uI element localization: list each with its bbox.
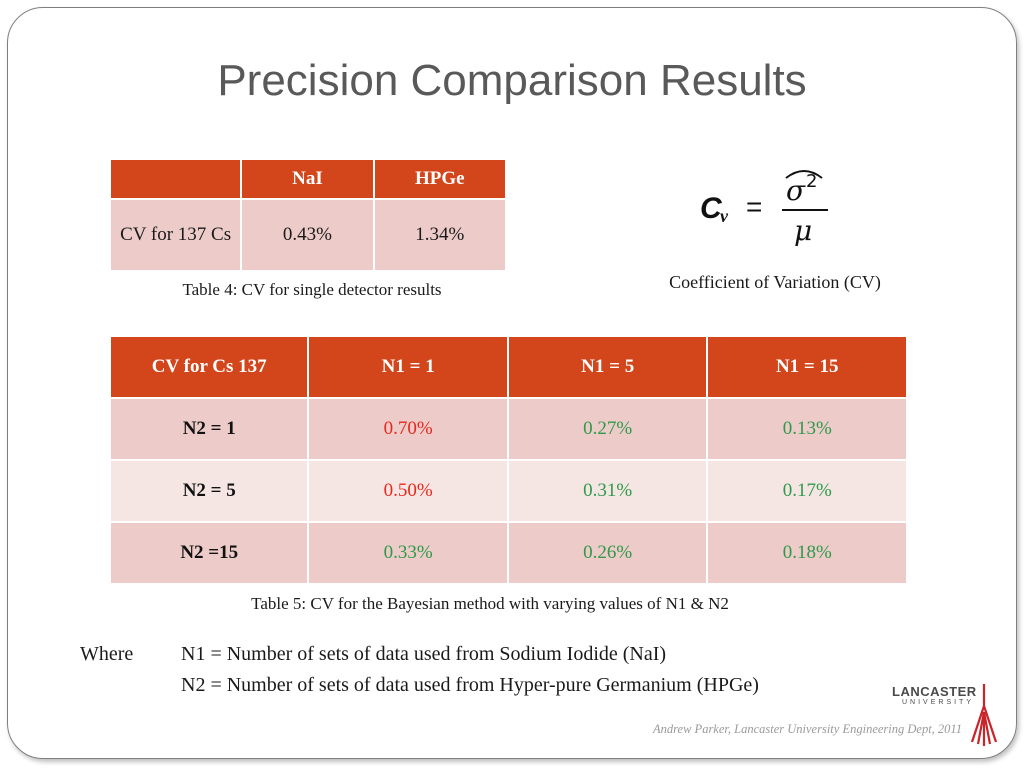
table-row: N2 =15 0.33% 0.26% 0.18% bbox=[108, 521, 908, 585]
cell-value: 0.50% bbox=[307, 459, 509, 523]
cell-value: 0.17% bbox=[706, 459, 908, 523]
logo-sub: UNIVERSITY bbox=[902, 699, 975, 706]
header-cell-n1-1: N1 = 1 bbox=[307, 335, 509, 399]
cell-value: 0.31% bbox=[506, 459, 709, 523]
header-cell-empty bbox=[108, 158, 243, 200]
row-label: N2 = 5 bbox=[108, 459, 310, 523]
footer-credit: Andrew Parker, Lancaster University Engi… bbox=[653, 722, 962, 736]
header-cell-hpge: HPGe bbox=[372, 158, 508, 200]
row-label: N2 =15 bbox=[108, 521, 310, 585]
n1-definition: N1 = Number of sets of data used from So… bbox=[181, 643, 667, 665]
slide-title: Precision Comparison Results bbox=[217, 56, 807, 105]
logo-mark-icon bbox=[970, 684, 998, 746]
cell-value: 0.33% bbox=[307, 521, 509, 585]
table5-caption: Table 5: CV for the Bayesian method with… bbox=[251, 594, 729, 613]
header-cell-n1-5: N1 = 5 bbox=[506, 335, 709, 399]
cell-hpge: 1.34% bbox=[372, 198, 508, 272]
header-cell-n1-15: N1 = 15 bbox=[706, 335, 908, 399]
formula-equals: = bbox=[746, 191, 762, 222]
bayesian-cv-table: CV for Cs 137 N1 = 1 N1 = 5 N1 = 15 N2 =… bbox=[108, 335, 908, 585]
table-header-row: NaI HPGe bbox=[108, 158, 508, 200]
cell-value: 0.26% bbox=[506, 521, 709, 585]
row-label: CV for 137 Cs bbox=[108, 198, 243, 272]
formula-numerator-sup: 2 bbox=[806, 171, 817, 192]
cell-value: 0.13% bbox=[706, 397, 908, 461]
single-detector-table: NaI HPGe CV for 137 Cs 0.43% 1.34% bbox=[108, 158, 508, 272]
formula-lhs-sub: v bbox=[720, 206, 729, 226]
where-label: Where bbox=[80, 643, 134, 665]
logo-name: LANCASTER bbox=[892, 684, 977, 699]
cell-value: 0.18% bbox=[706, 521, 908, 585]
formula-lhs: C bbox=[700, 192, 723, 225]
formula-numerator: σ bbox=[786, 174, 806, 207]
n2-definition: N2 = Number of sets of data used from Hy… bbox=[181, 674, 759, 696]
header-cell-nai: NaI bbox=[240, 158, 375, 200]
formula-caption: Coefficient of Variation (CV) bbox=[669, 272, 881, 292]
table-row: N2 = 5 0.50% 0.31% 0.17% bbox=[108, 459, 908, 523]
cv-formula: C v = σ 2 μ bbox=[698, 160, 858, 248]
header-cell-cv: CV for Cs 137 bbox=[108, 335, 310, 399]
cell-value: 0.27% bbox=[506, 397, 709, 461]
row-label: N2 = 1 bbox=[108, 397, 310, 461]
cell-value: 0.70% bbox=[307, 397, 509, 461]
cell-nai: 0.43% bbox=[240, 198, 375, 272]
lancaster-logo: LANCASTER UNIVERSITY bbox=[892, 684, 1002, 750]
formula-denominator: μ bbox=[794, 214, 812, 247]
table-header-row: CV for Cs 137 N1 = 1 N1 = 5 N1 = 15 bbox=[108, 335, 908, 399]
table-row: N2 = 1 0.70% 0.27% 0.13% bbox=[108, 397, 908, 461]
table-row: CV for 137 Cs 0.43% 1.34% bbox=[108, 198, 508, 272]
table4-caption: Table 4: CV for single detector results bbox=[182, 280, 442, 299]
formula-hat bbox=[785, 170, 823, 179]
slide-frame bbox=[7, 7, 1017, 759]
